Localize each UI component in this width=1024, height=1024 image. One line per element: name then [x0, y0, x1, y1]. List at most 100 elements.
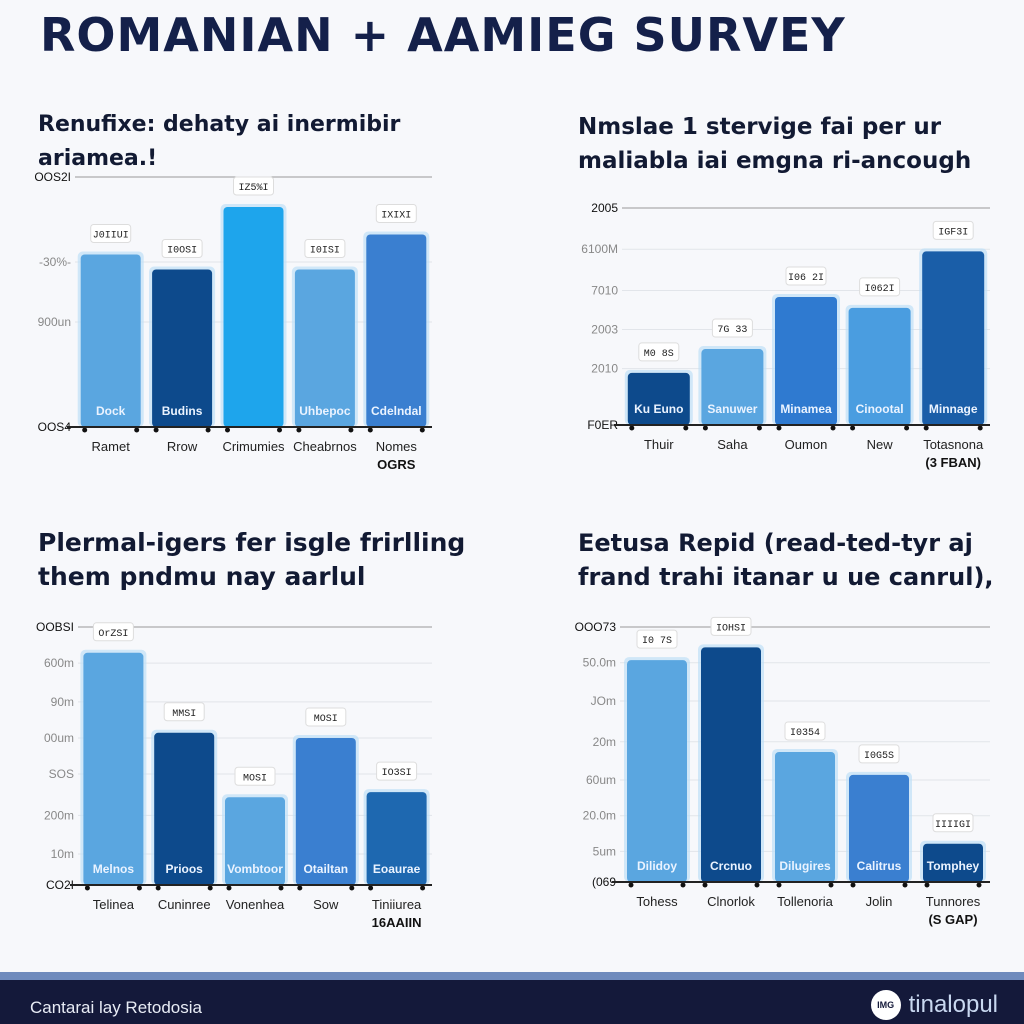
x-tick-label: Tiniiurea — [372, 897, 422, 912]
value-label-box — [375, 204, 417, 223]
y-tick-label: 50.0m — [583, 656, 616, 670]
axis-dot — [628, 882, 634, 888]
x-sublabel: (3 FBAN) — [925, 455, 981, 470]
bar-inner-label: Cinootal — [856, 402, 904, 416]
y-tick-label: 2003 — [591, 323, 618, 337]
y-tick-label: 7010 — [591, 283, 618, 297]
y-tick-label: 600m — [44, 656, 74, 670]
axis-dot — [754, 882, 760, 888]
x-tick-label: Cuninree — [158, 897, 211, 912]
value-label-box — [785, 266, 827, 286]
chart-2-title: Nmslae 1 stervige fai per ur maliabla ia… — [578, 114, 972, 174]
bar — [80, 254, 141, 427]
value-label-box — [858, 744, 900, 764]
y-tick-label: OOS2I — [34, 170, 71, 184]
bar-inner-label: Crcnuo — [710, 859, 752, 873]
bar — [627, 660, 687, 882]
x-tick-label: Telinea — [93, 897, 135, 912]
axis-dot — [629, 425, 635, 431]
x-tick-label: Jolin — [866, 894, 893, 909]
axis-dot — [977, 425, 983, 431]
x-tick-label: Crimumies — [222, 439, 285, 454]
x-sublabel: 16AAIIN — [372, 915, 422, 930]
axis-dot — [349, 885, 355, 891]
bar-inner-label: Dilidoy — [637, 859, 677, 873]
page-title: ROMANIAN + AAMIEG SURVEY — [40, 8, 846, 62]
axis-dot — [207, 885, 213, 891]
bar-inner-label: Sanuwer — [707, 402, 757, 416]
x-sublabel: OGRS — [377, 457, 416, 472]
value-label: I0 7S — [642, 636, 672, 647]
value-label: I06 2I — [788, 273, 824, 284]
y-tick-label: 10m — [51, 847, 74, 861]
bar — [294, 269, 355, 427]
value-label: I0ISI — [310, 246, 340, 257]
chart-1-title: Renufixe: dehaty ai inermibir ariamea.! — [38, 112, 401, 171]
bar — [366, 234, 427, 427]
bar — [627, 372, 690, 425]
logo-mark-icon: IMG — [870, 990, 901, 1020]
axis-dot — [205, 427, 211, 433]
axis-dot — [702, 882, 708, 888]
x-tick-label: Cheabrnos — [293, 439, 357, 454]
bar-inner-label: Ku Euno — [634, 402, 683, 416]
y-tick-label: 90m — [51, 695, 74, 709]
axis-dot — [830, 425, 836, 431]
y-tick-label: 2005 — [591, 201, 618, 215]
value-label-box — [163, 702, 205, 722]
y-tick-label: 60um — [586, 773, 616, 787]
axis-dot — [924, 882, 930, 888]
value-label-box — [90, 224, 132, 243]
x-sublabel: (S GAP) — [928, 912, 977, 927]
y-tick-label: 20m — [593, 735, 616, 749]
value-label-box — [636, 629, 678, 649]
bar — [225, 797, 285, 885]
value-label-box — [233, 176, 274, 196]
axis-dot — [225, 427, 230, 433]
value-label-box — [859, 277, 901, 297]
y-tick-label: 2010 — [591, 362, 618, 376]
value-label: I0G5S — [864, 751, 894, 762]
axis-dot — [923, 425, 929, 431]
x-tick-label: Tollenoria — [777, 894, 833, 909]
bar — [83, 652, 144, 885]
axis-dot — [277, 427, 282, 433]
axis-dot — [828, 882, 834, 888]
y-tick-label: 900un — [38, 315, 71, 329]
value-label-box — [305, 707, 347, 727]
bar — [775, 751, 835, 882]
value-label: IGF3I — [938, 227, 968, 238]
x-tick-label: New — [867, 437, 894, 452]
x-tick-label: Tohess — [636, 894, 678, 909]
y-tick-label: 6100M — [581, 242, 618, 256]
bar-inner-label: Dock — [96, 404, 126, 418]
value-label: IXIXI — [381, 211, 411, 222]
axis-dot — [296, 427, 302, 433]
axis-dot — [348, 427, 354, 433]
axis-dot — [82, 427, 88, 433]
bar — [922, 251, 985, 425]
bar — [923, 843, 983, 882]
value-label: I062I — [865, 284, 895, 295]
bar-inner-label: Tomphey — [927, 859, 980, 873]
x-tick-label: Sow — [313, 897, 339, 912]
axis-dot — [368, 885, 374, 891]
y-tick-label: 00um — [44, 731, 74, 745]
value-label: MMSI — [172, 709, 196, 720]
x-tick-label: Vonenhea — [226, 897, 285, 912]
value-label: MOSI — [314, 714, 338, 725]
value-label-box — [234, 766, 276, 786]
y-tick-label: SOS — [49, 767, 74, 781]
value-label: IIIIGI — [935, 820, 971, 831]
x-tick-label: Ramet — [92, 439, 131, 454]
y-tick-label: JOm — [591, 694, 616, 708]
footer: Cantarai lay Retodosia IMG tinalopul — [0, 980, 1024, 1024]
chart-4-title: Eetusa Repid (read-ted-tyr aj frand trah… — [578, 529, 994, 591]
value-label-box — [304, 239, 346, 258]
bar-inner-label: Eoaurae — [373, 862, 421, 876]
value-label-box — [638, 342, 680, 362]
axis-dot — [84, 885, 90, 891]
y-tick-label: OOBSI — [36, 620, 74, 634]
axis-dot — [904, 425, 910, 431]
